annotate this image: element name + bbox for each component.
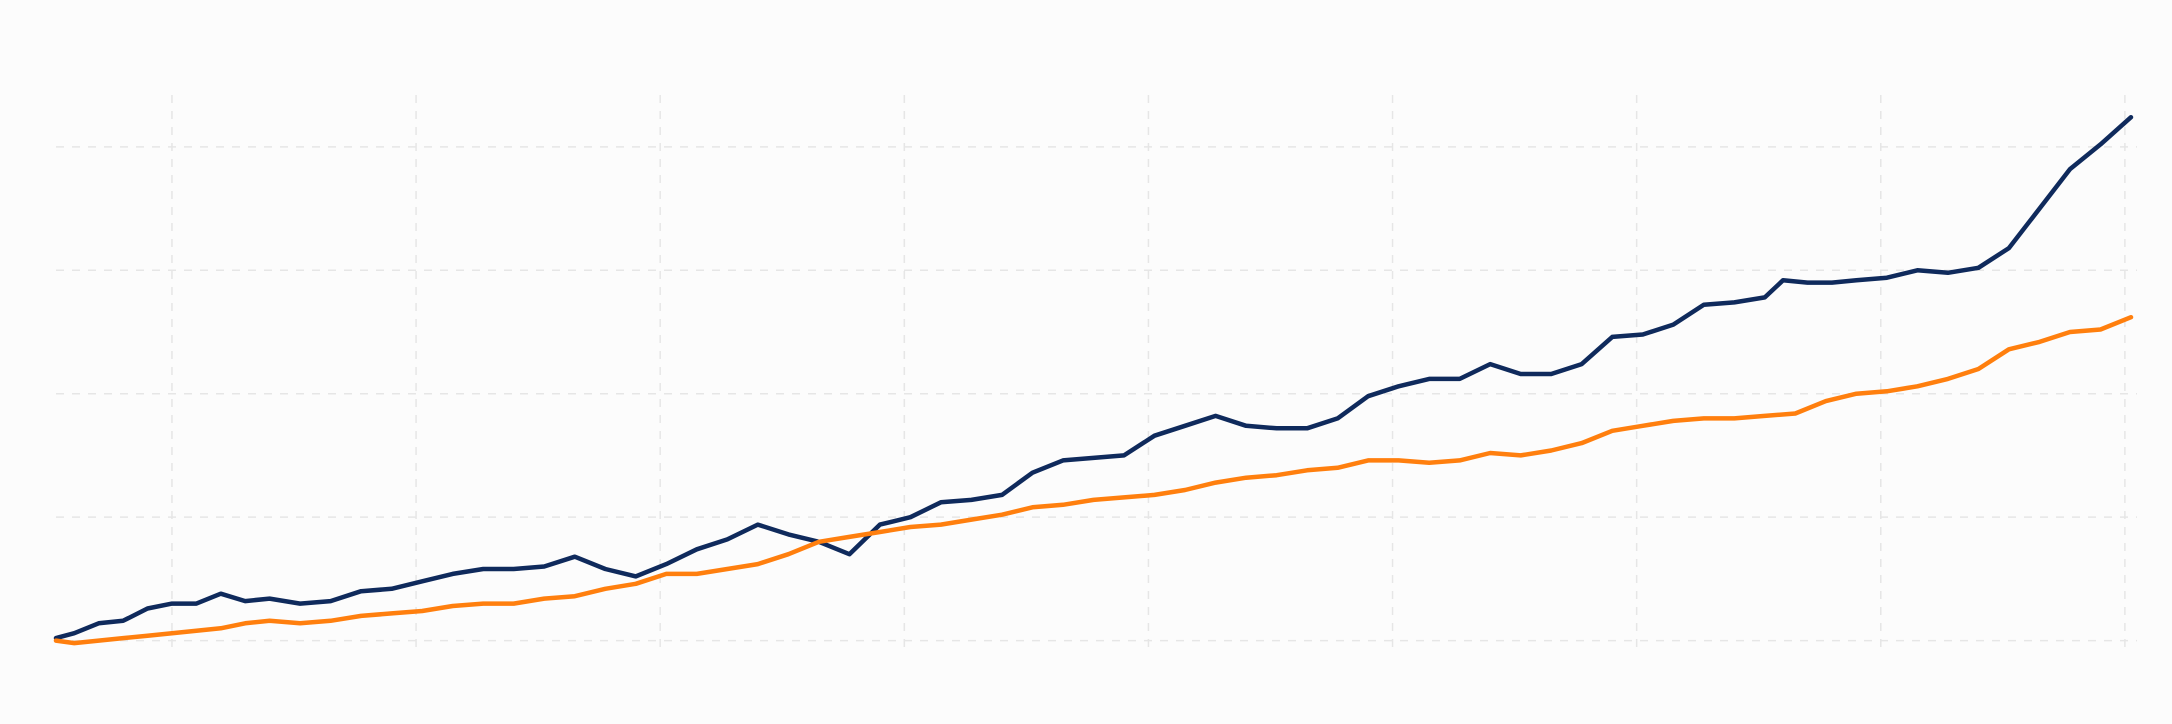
series-line-1: [53, 114, 2134, 641]
series-line-2: [53, 314, 2134, 646]
grid: [56, 95, 2137, 648]
series-group: [53, 114, 2134, 646]
